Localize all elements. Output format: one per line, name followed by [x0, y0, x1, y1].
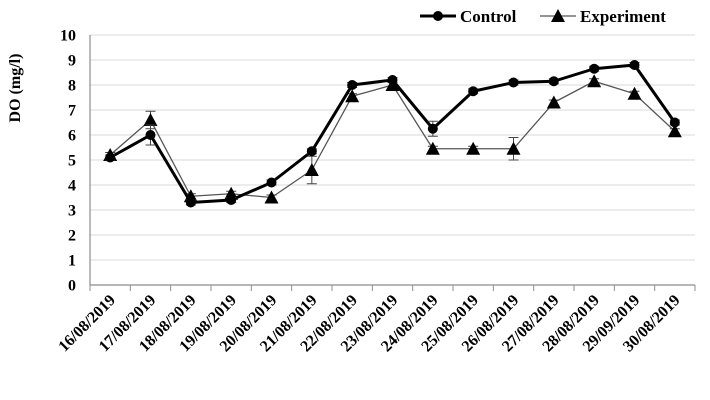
- control-point: [589, 63, 600, 74]
- experiment-point: [264, 190, 279, 204]
- grid-lines: [90, 34, 695, 261]
- control-point: [629, 60, 640, 70]
- experiment-point: [667, 124, 682, 138]
- control-point: [306, 146, 317, 157]
- y-tick-label: 4: [68, 178, 76, 195]
- legend-item-control: Control: [420, 7, 517, 26]
- series-experiment: [103, 74, 682, 204]
- y-tick-label: 3: [68, 203, 76, 220]
- control-point: [105, 152, 116, 163]
- control-point: [508, 77, 519, 88]
- y-tick-labels: 0 1 2 3 4 5 6 7 8 9 10: [60, 28, 76, 295]
- y-tick-label: 6: [68, 128, 76, 145]
- axes: [89, 35, 695, 286]
- experiment-point: [546, 95, 561, 109]
- y-tick-label: 9: [68, 53, 76, 70]
- experiment-point: [506, 141, 521, 155]
- experiment-point: [587, 74, 602, 88]
- experiment-point: [143, 113, 158, 126]
- y-tick-label: 0: [68, 278, 76, 295]
- x-tick-labels: 16/08/201917/08/201918/08/201919/08/2019…: [55, 285, 696, 355]
- y-axis-title: DO (mg/l): [7, 54, 24, 123]
- experiment-point: [425, 141, 440, 155]
- legend-item-experiment: Experiment: [540, 7, 666, 26]
- y-tick-label: 1: [68, 253, 76, 270]
- series: [103, 60, 682, 208]
- control-point: [669, 117, 680, 128]
- experiment-point: [466, 141, 481, 155]
- control-point: [347, 80, 358, 90]
- control-point: [226, 195, 237, 205]
- experiment-point: [304, 163, 319, 176]
- y-tick-label: 5: [68, 153, 76, 170]
- y-tick-label: 7: [68, 103, 76, 120]
- experiment-point: [627, 86, 642, 100]
- y-tick-label: 10: [60, 28, 76, 45]
- series-control: [105, 60, 680, 208]
- y-tick-label: 8: [68, 78, 76, 95]
- legend-marker: [433, 11, 443, 21]
- experiment-point: [345, 89, 360, 103]
- control-point: [468, 86, 479, 97]
- control-point: [266, 177, 277, 188]
- control-point: [145, 130, 156, 140]
- legend-label: Experiment: [580, 7, 666, 26]
- control-point: [548, 76, 559, 87]
- control-point: [387, 75, 398, 85]
- control-point: [427, 123, 438, 134]
- legend-marker: [551, 9, 565, 22]
- y-tick-label: 2: [68, 228, 76, 245]
- legend-label: Control: [460, 7, 517, 26]
- control-point: [185, 197, 196, 208]
- legend: Control Experiment: [420, 7, 666, 26]
- series-line-experiment: [109, 80, 676, 199]
